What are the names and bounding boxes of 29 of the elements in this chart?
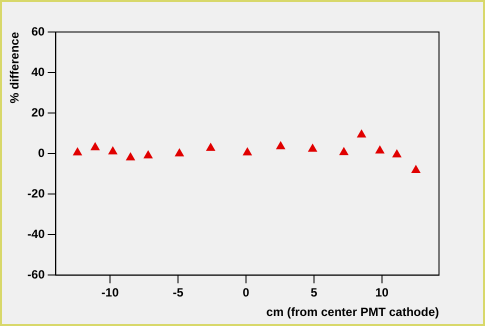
- point: [357, 130, 366, 138]
- y-tick-label: -20: [27, 186, 46, 200]
- point: [144, 150, 153, 158]
- point: [242, 148, 252, 156]
- point: [308, 144, 318, 152]
- point: [375, 146, 384, 154]
- point: [412, 165, 420, 173]
- y-tick-label: 20: [31, 105, 46, 120]
- point: [73, 148, 82, 156]
- y-tick-label: 60: [31, 24, 46, 38]
- point: [175, 148, 184, 156]
- x-tick-label: 5: [310, 286, 318, 300]
- x-tick-label: 0: [242, 286, 250, 300]
- y-tick-label: -40: [27, 226, 46, 241]
- point: [206, 143, 216, 151]
- x-axis-title: cm (from center PMT cathode): [266, 305, 439, 320]
- x-tick-label: -5: [172, 286, 184, 300]
- point: [339, 147, 348, 156]
- point: [276, 142, 286, 150]
- x-tick-label: 10: [375, 286, 389, 300]
- point: [392, 150, 402, 158]
- point: [90, 142, 100, 150]
- y-tick-label: -60: [27, 268, 46, 282]
- x-tick-label: -10: [101, 286, 120, 300]
- y-tick-label: 40: [31, 64, 46, 79]
- y-tick-label: 0: [38, 146, 46, 160]
- y-axis-title: % difference: [8, 32, 22, 104]
- point: [126, 152, 135, 160]
- point: [108, 146, 118, 154]
